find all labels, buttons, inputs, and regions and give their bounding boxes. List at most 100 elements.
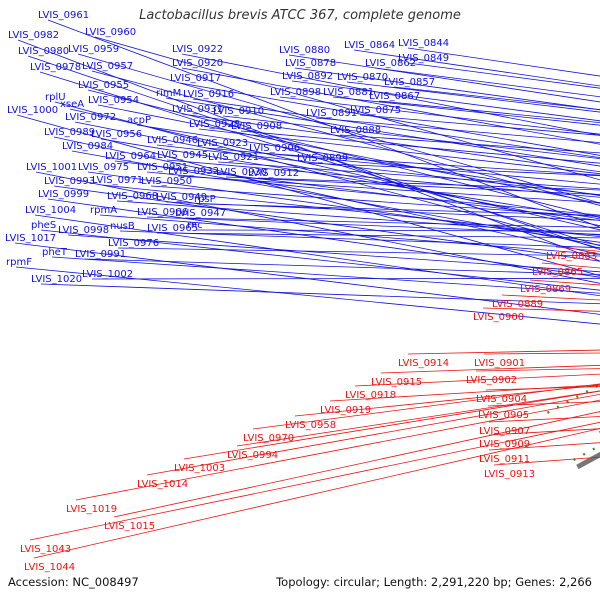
gene-label-lvis-0951[interactable]: LVIS_0951 [137, 162, 188, 173]
gene-label-lvis-0931[interactable]: LVIS_0931 [172, 104, 223, 115]
gene-label-lvis-1003[interactable]: LVIS_1003 [174, 463, 225, 474]
gene-label-lvis-1020[interactable]: LVIS_1020 [31, 274, 82, 285]
gene-label-rplu[interactable]: rplU [45, 92, 66, 103]
gene-label-lvis-0928[interactable]: LVIS_0928 [189, 119, 240, 130]
gene-label-lvis-0968[interactable]: LVIS_0968 [107, 191, 158, 202]
gene-label-lvis-0956[interactable]: LVIS_0956 [91, 129, 142, 140]
gene-label-rnc[interactable]: rnc [187, 220, 203, 231]
gene-label-lvis-0961[interactable]: LVIS_0961 [38, 10, 89, 21]
gene-label-xsea[interactable]: xseA [60, 99, 84, 110]
gene-label-lvis-1019[interactable]: LVIS_1019 [66, 504, 117, 515]
gene-label-lvis-0857[interactable]: LVIS_0857 [384, 77, 435, 88]
gene-label-lvis-0970[interactable]: LVIS_0970 [243, 433, 294, 444]
gene-label-lvis-0915[interactable]: LVIS_0915 [371, 377, 422, 388]
gene-label-lvis-0917[interactable]: LVIS_0917 [170, 73, 221, 84]
gene-label-lvis-1015[interactable]: LVIS_1015 [104, 521, 155, 532]
gene-label-rpsp[interactable]: rpsP [194, 194, 216, 205]
gene-label-lvis-0905[interactable]: LVIS_0905 [478, 410, 529, 421]
gene-label-lvis-0867[interactable]: LVIS_0867 [369, 91, 420, 102]
gene-label-lvis-0870[interactable]: LVIS_0870 [337, 72, 388, 83]
gene-label-lvis-1002[interactable]: LVIS_1002 [82, 269, 133, 280]
gene-label-lvis-0976[interactable]: LVIS_0976 [108, 238, 159, 249]
gene-label-lvis-1001[interactable]: LVIS_1001 [26, 162, 77, 173]
gene-label-lvis-1044[interactable]: LVIS_1044 [24, 562, 75, 573]
gene-label-lvis-0978[interactable]: LVIS_0978 [30, 62, 81, 73]
gene-label-lvis-0994[interactable]: LVIS_0994 [227, 450, 278, 461]
gene-label-lvis-0863[interactable]: LVIS_0863 [546, 251, 597, 262]
gene-label-lvis-0947[interactable]: LVIS_0947 [175, 208, 226, 219]
gene-label-lvis-0950[interactable]: LVIS_0950 [141, 176, 192, 187]
gene-label-lvis-0954[interactable]: LVIS_0954 [88, 95, 139, 106]
gene-label-rpmf[interactable]: rpmF [6, 257, 32, 268]
gene-label-lvis-0880[interactable]: LVIS_0880 [279, 45, 330, 56]
gene-label-lvis-0907[interactable]: LVIS_0907 [479, 426, 530, 437]
gene-label-lvis-1014[interactable]: LVIS_1014 [137, 479, 188, 490]
gene-label-lvis-0869[interactable]: LVIS_0869 [520, 284, 571, 295]
gene-label-lvis-0982[interactable]: LVIS_0982 [8, 30, 59, 41]
gene-label-lvis-0888[interactable]: LVIS_0888 [330, 125, 381, 136]
gene-label-lvis-0865[interactable]: LVIS_0865 [532, 267, 583, 278]
gene-label-lvis-0930[interactable]: LVIS_0930 [216, 167, 267, 178]
gene-label-lvis-0913[interactable]: LVIS_0913 [484, 469, 535, 480]
gene-label-phes[interactable]: pheS [31, 220, 56, 231]
gene-label-lvis-1043[interactable]: LVIS_1043 [20, 544, 71, 555]
gene-label-lvis-0918[interactable]: LVIS_0918 [345, 390, 396, 401]
gene-label-lvis-0964[interactable]: LVIS_0964 [105, 151, 156, 162]
gene-label-lvis-1017[interactable]: LVIS_1017 [5, 233, 56, 244]
gene-label-lvis-0958[interactable]: LVIS_0958 [285, 420, 336, 431]
gene-label-lvis-0891[interactable]: LVIS_0891 [306, 108, 357, 119]
gene-label-lvis-0975[interactable]: LVIS_0975 [78, 162, 129, 173]
gene-label-lvis-0875[interactable]: LVIS_0875 [350, 105, 401, 116]
gene-label-lvis-0878[interactable]: LVIS_0878 [285, 58, 336, 69]
gene-label-lvis-0908[interactable]: LVIS_0908 [231, 121, 282, 132]
gene-label-rimm[interactable]: rimM [156, 88, 181, 99]
gene-label-lvis-0945[interactable]: LVIS_0945 [157, 150, 208, 161]
gene-label-lvis-0972[interactable]: LVIS_0972 [65, 112, 116, 123]
gene-label-lvis-0932[interactable]: LVIS_0932 [168, 166, 219, 177]
gene-label-lvis-0904[interactable]: LVIS_0904 [476, 394, 527, 405]
gene-label-lvis-0898[interactable]: LVIS_0898 [270, 87, 321, 98]
gene-label-lvis-0921[interactable]: LVIS_0921 [208, 152, 259, 163]
gene-label-lvis-0892[interactable]: LVIS_0892 [282, 71, 333, 82]
gene-label-lvis-0960[interactable]: LVIS_0960 [85, 27, 136, 38]
gene-label-lvis-0881[interactable]: LVIS_0881 [323, 87, 374, 98]
gene-label-lvis-0910[interactable]: LVIS_0910 [213, 106, 264, 117]
gene-label-lvis-0957[interactable]: LVIS_0957 [82, 61, 133, 72]
gene-label-lvis-0965[interactable]: LVIS_0965 [147, 223, 198, 234]
gene-label-lvis-0984[interactable]: LVIS_0984 [62, 141, 113, 152]
gene-label-lvis-0849[interactable]: LVIS_0849 [398, 53, 449, 64]
gene-label-lvis-0906[interactable]: LVIS_0906 [249, 143, 300, 154]
gene-label-lvis-0949[interactable]: LVIS_0949 [156, 192, 207, 203]
gene-label-lvis-0959[interactable]: LVIS_0959 [68, 44, 119, 55]
gene-label-lvis-0919[interactable]: LVIS_0919 [320, 405, 371, 416]
gene-label-nusb[interactable]: nusB [110, 221, 135, 232]
gene-label-lvis-0909[interactable]: LVIS_0909 [479, 439, 530, 450]
gene-label-lvis-0998[interactable]: LVIS_0998 [58, 225, 109, 236]
gene-label-lvis-0989[interactable]: LVIS_0989 [44, 127, 95, 138]
gene-label-lvis-0889[interactable]: LVIS_0889 [492, 299, 543, 310]
gene-label-lvis-0922[interactable]: LVIS_0922 [172, 44, 223, 55]
gene-label-lvis-0991[interactable]: LVIS_0991 [75, 249, 126, 260]
gene-label-lvis-0971[interactable]: LVIS_0971 [92, 175, 143, 186]
gene-label-lvis-0844[interactable]: LVIS_0844 [398, 38, 449, 49]
gene-label-lvis-1004[interactable]: LVIS_1004 [25, 205, 76, 216]
gene-label-lvis-0955[interactable]: LVIS_0955 [78, 80, 129, 91]
gene-label-lvis-0862[interactable]: LVIS_0862 [365, 58, 416, 69]
gene-label-lvis-0980[interactable]: LVIS_0980 [18, 46, 69, 57]
gene-label-lvis-1000[interactable]: LVIS_1000 [7, 105, 58, 116]
gene-label-lvis-0902[interactable]: LVIS_0902 [466, 375, 517, 386]
gene-label-lvis-0901[interactable]: LVIS_0901 [474, 358, 525, 369]
gene-label-lvis-0912[interactable]: LVIS_0912 [248, 168, 299, 179]
gene-label-lvis-0946[interactable]: LVIS_0946 [147, 135, 198, 146]
gene-label-phet[interactable]: pheT [42, 247, 68, 258]
gene-label-lvis-0914[interactable]: LVIS_0914 [398, 358, 449, 369]
gene-label-lvis-0911[interactable]: LVIS_0911 [479, 454, 530, 465]
gene-label-lvis-0920[interactable]: LVIS_0920 [172, 58, 223, 69]
gene-label-lvis-0993[interactable]: LVIS_0993 [44, 176, 95, 187]
gene-label-lvis-0916[interactable]: LVIS_0916 [183, 89, 234, 100]
gene-label-acpp[interactable]: acpP [127, 115, 151, 126]
gene-label-lvis-0900[interactable]: LVIS_0900 [473, 312, 524, 323]
gene-label-lvis-0899[interactable]: LVIS_0899 [297, 153, 348, 164]
gene-label-lvis-0864[interactable]: LVIS_0864 [344, 40, 395, 51]
gene-label-lvis-0923[interactable]: LVIS_0923 [197, 138, 248, 149]
